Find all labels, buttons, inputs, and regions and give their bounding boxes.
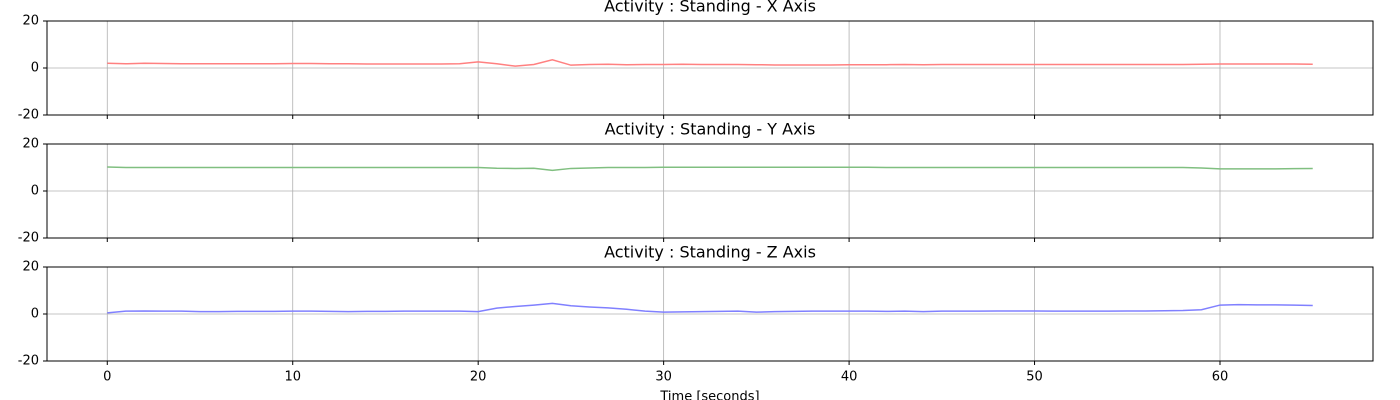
plot-frame — [46, 20, 1374, 116]
data-line — [107, 58, 1313, 67]
x-tick-label: 0 — [103, 370, 111, 385]
subplot-title: Activity : Standing - Z Axis — [604, 243, 816, 262]
y-tick-label: 0 — [31, 61, 39, 76]
y-tick-label: 20 — [22, 137, 39, 152]
data-line — [107, 302, 1313, 314]
subplot-title: Activity : Standing - Y Axis — [605, 120, 816, 139]
x-tick-label: 20 — [470, 370, 487, 385]
x-axis-label: Time [seconds] — [659, 390, 759, 400]
y-tick-label: 20 — [22, 14, 39, 29]
y-tick-label: -20 — [18, 231, 39, 246]
x-tick-label: 40 — [841, 370, 858, 385]
x-tick-label: 10 — [284, 370, 301, 385]
y-tick-label: 0 — [31, 184, 39, 199]
plot-frame — [46, 266, 1374, 362]
x-tick-label: 60 — [1212, 370, 1229, 385]
y-tick-label: -20 — [18, 354, 39, 369]
x-tick-label: 50 — [1026, 370, 1043, 385]
y-tick-label: 0 — [31, 307, 39, 322]
y-tick-label: -20 — [18, 108, 39, 123]
subplot-title: Activity : Standing - X Axis — [604, 0, 816, 16]
plot-frame — [46, 143, 1374, 239]
x-tick-label: 30 — [655, 370, 672, 385]
data-line — [107, 166, 1313, 172]
y-tick-label: 20 — [22, 260, 39, 275]
